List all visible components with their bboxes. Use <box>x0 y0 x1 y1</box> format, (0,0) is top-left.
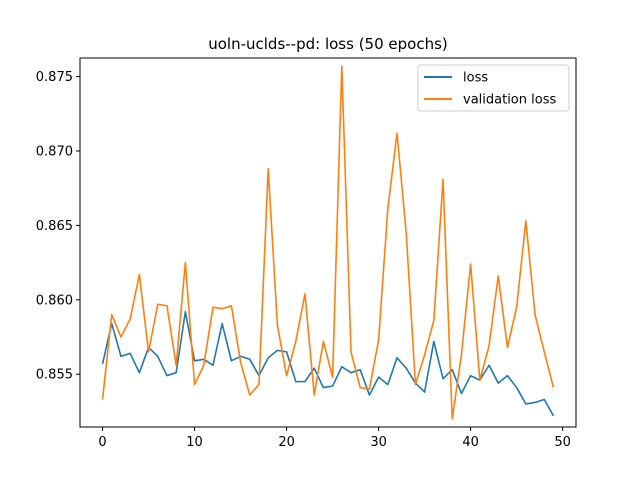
x-tick-label: 20 <box>278 435 295 450</box>
legend-label-validation-loss: validation loss <box>463 93 556 108</box>
x-tick-label: 0 <box>98 435 106 450</box>
x-tick-label: 30 <box>370 435 387 450</box>
y-tick-label: 0.860 <box>36 293 73 308</box>
legend-box <box>417 64 570 112</box>
x-tick-label: 50 <box>554 435 571 450</box>
series-line-loss <box>101 310 555 417</box>
x-tick-label: 10 <box>186 435 203 450</box>
y-tick-label: 0.865 <box>36 219 73 234</box>
y-tick-label: 0.855 <box>36 368 73 383</box>
y-tick-label: 0.870 <box>36 144 73 159</box>
chart-title: uoln-uclds--pd: loss (50 epochs) <box>208 35 448 53</box>
series-lines <box>101 65 555 420</box>
legend-label-loss: loss <box>463 71 488 86</box>
series-line-validation-loss <box>101 65 555 420</box>
axis-ticks: 0 10 20 30 40 50 0.855 0.860 0.865 0.870 0.875 <box>36 70 571 450</box>
x-tick-label: 40 <box>462 435 479 450</box>
y-tick-label: 0.875 <box>36 70 73 85</box>
plot-frame <box>79 57 577 428</box>
legend: loss validation loss <box>417 64 570 112</box>
